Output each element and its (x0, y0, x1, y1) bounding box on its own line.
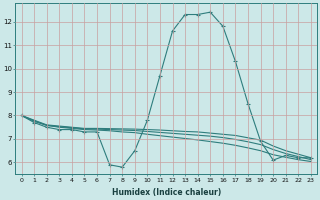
X-axis label: Humidex (Indice chaleur): Humidex (Indice chaleur) (112, 188, 221, 197)
